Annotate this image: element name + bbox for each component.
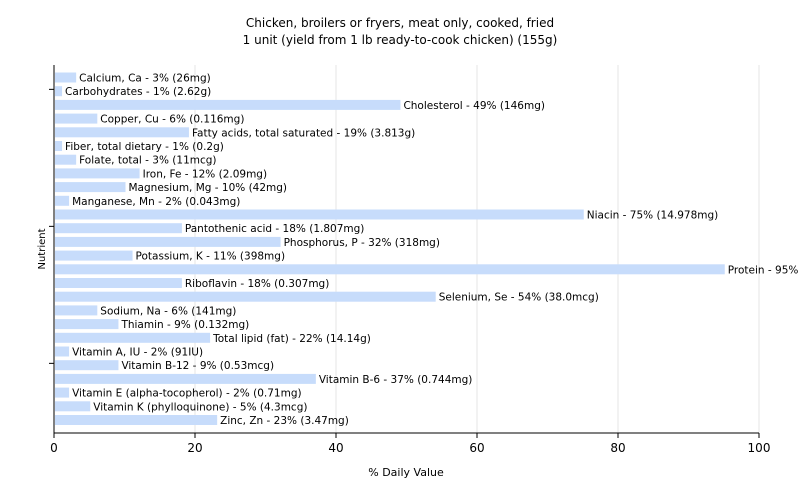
bar <box>55 373 316 384</box>
bar <box>55 278 182 288</box>
bar <box>55 415 218 425</box>
bar <box>55 141 63 151</box>
x-tick-label: 100 <box>748 441 771 455</box>
bar <box>55 250 133 261</box>
bar-label: Folate, total - 3% (11mcg) <box>79 155 216 167</box>
x-tick-label: 20 <box>187 441 202 455</box>
bar-label: Fatty acids, total saturated - 19% (3.81… <box>192 127 415 139</box>
bar-label: Selenium, Se - 54% (38.0mcg) <box>439 292 599 304</box>
bar <box>55 291 436 302</box>
bar-label: Vitamin E (alpha-tocopherol) - 2% (0.71m… <box>72 388 302 400</box>
bar <box>55 195 70 206</box>
bar-label: Potassium, K - 11% (398mg) <box>136 251 286 263</box>
bar <box>55 168 140 179</box>
bar <box>55 346 70 357</box>
bar <box>55 86 63 97</box>
bar <box>55 401 91 412</box>
bar <box>55 236 281 247</box>
bar <box>55 332 211 343</box>
bar-label: Iron, Fe - 12% (2.09mg) <box>143 168 267 180</box>
bar <box>55 127 189 138</box>
bar-label: Calcium, Ca - 3% (26mg) <box>79 73 211 85</box>
bar-label: Magnesium, Mg - 10% (42mg) <box>129 182 288 194</box>
bar-label: Cholesterol - 49% (146mg) <box>403 100 545 112</box>
bar-label: Niacin - 75% (14.978mg) <box>587 210 719 222</box>
bar-label: Zinc, Zn - 23% (3.47mg) <box>220 415 349 427</box>
bar-label: Pantothenic acid - 18% (1.807mg) <box>185 223 364 235</box>
y-axis-label: Nutrient <box>37 228 48 269</box>
bar <box>55 209 584 220</box>
bar <box>55 72 77 83</box>
bar <box>55 264 725 275</box>
x-ticks: 0 20 40 60 80 100 <box>50 433 770 455</box>
x-tick-label: 0 <box>50 441 58 455</box>
bar-label: Riboflavin - 18% (0.307mg) <box>185 278 329 290</box>
bar <box>55 99 401 110</box>
x-tick-label: 80 <box>610 441 625 455</box>
bar <box>55 182 126 193</box>
bar <box>55 305 98 316</box>
bar-label: Total lipid (fat) - 22% (14.14g) <box>212 333 371 345</box>
bar-label: Phosphorus, P - 32% (318mg) <box>284 237 440 249</box>
bar-label: Manganese, Mn - 2% (0.043mg) <box>72 196 240 208</box>
bar-label: Vitamin B-6 - 37% (0.744mg) <box>319 374 473 386</box>
bar-label: Fiber, total dietary - 1% (0.2g) <box>65 141 224 153</box>
bar-label: Carbohydrates - 1% (2.62g) <box>65 86 211 98</box>
bar-label: Thiamin - 9% (0.132mg) <box>120 319 249 331</box>
grid-lines <box>194 65 760 433</box>
bar <box>55 223 182 234</box>
bar <box>55 113 98 124</box>
bar-label: Vitamin A, IU - 2% (91IU) <box>72 347 203 359</box>
x-tick-label: 40 <box>328 441 343 455</box>
axes <box>49 65 759 434</box>
x-tick-label: 60 <box>469 441 484 455</box>
bar <box>55 154 77 165</box>
chart-title: Chicken, broilers or fryers, meat only, … <box>246 16 554 30</box>
bar-label: Vitamin B-12 - 9% (0.53mcg) <box>121 360 274 372</box>
bar <box>55 319 119 330</box>
chart-subtitle: 1 unit (yield from 1 lb ready-to-cook ch… <box>243 33 558 47</box>
bar <box>55 387 70 398</box>
bar-label: Sodium, Na - 6% (141mg) <box>100 305 236 317</box>
x-axis-label: % Daily Value <box>368 466 444 479</box>
bar-label: Copper, Cu - 6% (0.116mg) <box>100 114 244 126</box>
bars <box>55 72 725 425</box>
bar-labels: Calcium, Ca - 3% (26mg)Carbohydrates - 1… <box>65 73 800 428</box>
bar-label: Vitamin K (phylloquinone) - 5% (4.3mcg) <box>93 401 307 413</box>
bar <box>55 360 119 371</box>
bar-label: Protein - 95% (47.38g) <box>728 264 800 276</box>
